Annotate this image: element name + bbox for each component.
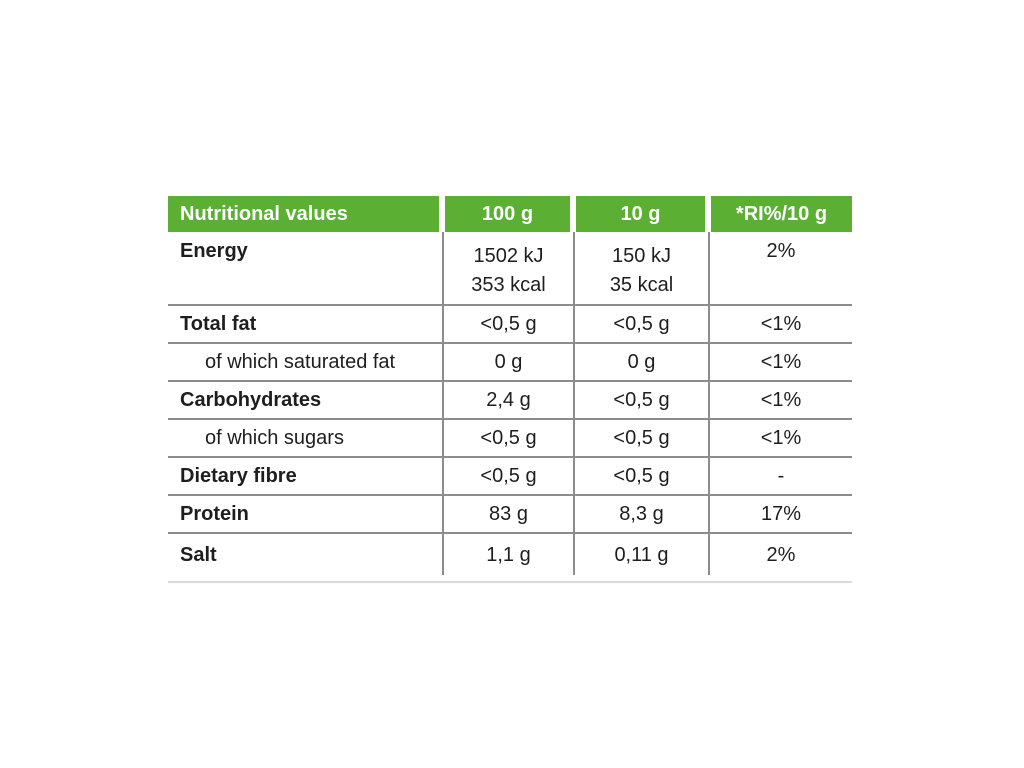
value-100g-kj: 1502 kJ [473, 244, 544, 267]
value-100g: <0,5 g [442, 306, 573, 342]
row-label: Total fat [180, 313, 257, 335]
value-100g: <0,5 g [442, 420, 573, 456]
row-label: Protein [180, 503, 249, 525]
row-label: Energy [180, 240, 248, 262]
value-ri: <1% [708, 420, 852, 456]
value-100g: 1502 kJ 353 kcal [442, 232, 573, 304]
row-label: Carbohydrates [180, 389, 322, 411]
value-ri: <1% [708, 344, 852, 380]
value-100g: 0 g [442, 344, 573, 380]
row-label: of which sugars [205, 427, 344, 449]
header-100g: 100 g [445, 196, 570, 232]
row-label: of which saturated fat [205, 351, 396, 373]
value-100g-kcal: 353 kcal [471, 273, 546, 296]
table-row-energy: Energy 1502 kJ 353 kcal 150 kJ 35 kcal 2… [168, 232, 852, 304]
table-header-row: Nutritional values 100 g 10 g *RI%/10 g [168, 196, 852, 232]
table-row-carbohydrates: Carbohydrates 2,4 g <0,5 g <1% [168, 380, 852, 418]
header-ri-percent: *RI%/10 g [711, 196, 852, 232]
header-10g: 10 g [576, 196, 705, 232]
value-ri: <1% [708, 382, 852, 418]
value-100g: 83 g [442, 496, 573, 532]
table-bottom-edge [168, 581, 852, 583]
value-ri: 17% [708, 496, 852, 532]
table-row-total-fat: Total fat <0,5 g <0,5 g <1% [168, 304, 852, 342]
value-10g: <0,5 g [573, 420, 708, 456]
table-row-sugars: of which sugars <0,5 g <0,5 g <1% [168, 418, 852, 456]
table-row-dietary-fibre: Dietary fibre <0,5 g <0,5 g - [168, 456, 852, 494]
value-10g-kcal: 35 kcal [609, 273, 674, 296]
table-row-salt: Salt 1,1 g 0,11 g 2% [168, 532, 852, 575]
value-ri: 2% [708, 232, 852, 304]
value-100g: 2,4 g [442, 382, 573, 418]
value-100g: 1,1 g [442, 534, 573, 575]
value-ri: 2% [708, 534, 852, 575]
value-10g: 8,3 g [573, 496, 708, 532]
value-ri: <1% [708, 306, 852, 342]
row-label: Salt [180, 543, 217, 566]
table-row-saturated-fat: of which saturated fat 0 g 0 g <1% [168, 342, 852, 380]
table-row-protein: Protein 83 g 8,3 g 17% [168, 494, 852, 532]
value-10g-kj: 150 kJ [612, 244, 671, 267]
value-100g: <0,5 g [442, 458, 573, 494]
value-10g: 0 g [573, 344, 708, 380]
value-10g: <0,5 g [573, 306, 708, 342]
value-ri: - [708, 458, 852, 494]
value-10g: 0,11 g [573, 534, 708, 575]
row-label: Dietary fibre [180, 465, 297, 487]
value-10g: 150 kJ 35 kcal [573, 232, 708, 304]
value-10g: <0,5 g [573, 382, 708, 418]
nutrition-table: Nutritional values 100 g 10 g *RI%/10 g … [168, 196, 852, 583]
value-10g: <0,5 g [573, 458, 708, 494]
header-nutritional-values: Nutritional values [168, 196, 439, 232]
